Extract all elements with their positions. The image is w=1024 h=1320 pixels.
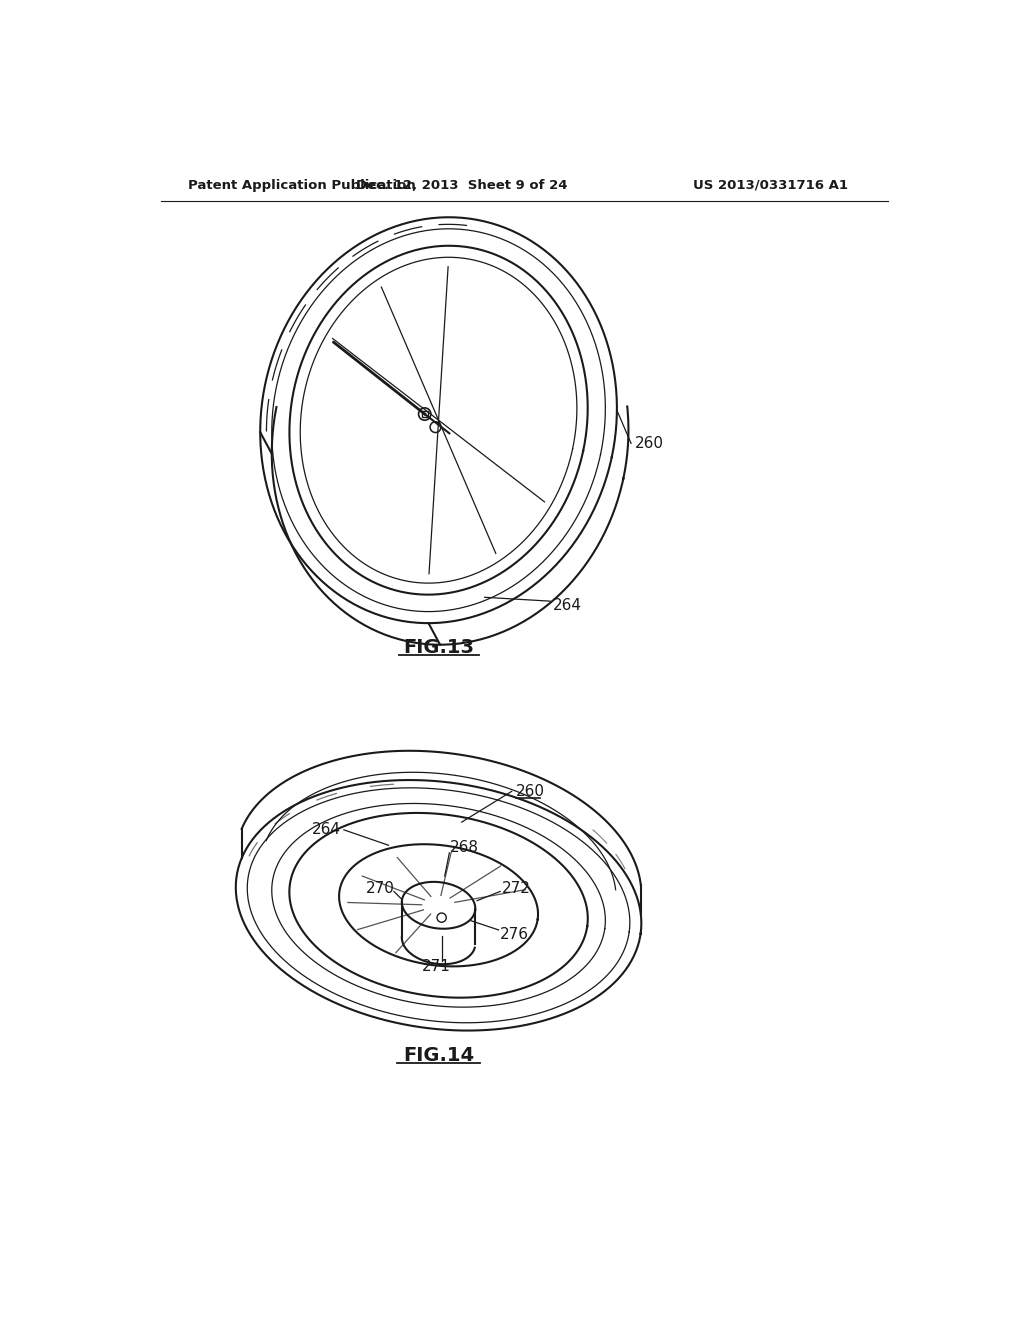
Text: FIG.13: FIG.13 [403,638,474,657]
Text: 270: 270 [366,880,394,896]
Bar [422,411,428,417]
Text: 260: 260 [515,784,545,799]
Text: Dec. 12, 2013  Sheet 9 of 24: Dec. 12, 2013 Sheet 9 of 24 [356,178,567,191]
Text: 271: 271 [422,960,451,974]
Text: 264: 264 [311,822,341,837]
Text: 268: 268 [451,840,479,855]
Text: 272: 272 [502,880,530,896]
Text: 276: 276 [500,927,529,942]
Text: 264: 264 [553,598,582,612]
Text: US 2013/0331716 A1: US 2013/0331716 A1 [692,178,848,191]
Text: FIG.14: FIG.14 [403,1045,474,1065]
Text: 260: 260 [635,436,664,451]
Text: Patent Application Publication: Patent Application Publication [188,178,416,191]
